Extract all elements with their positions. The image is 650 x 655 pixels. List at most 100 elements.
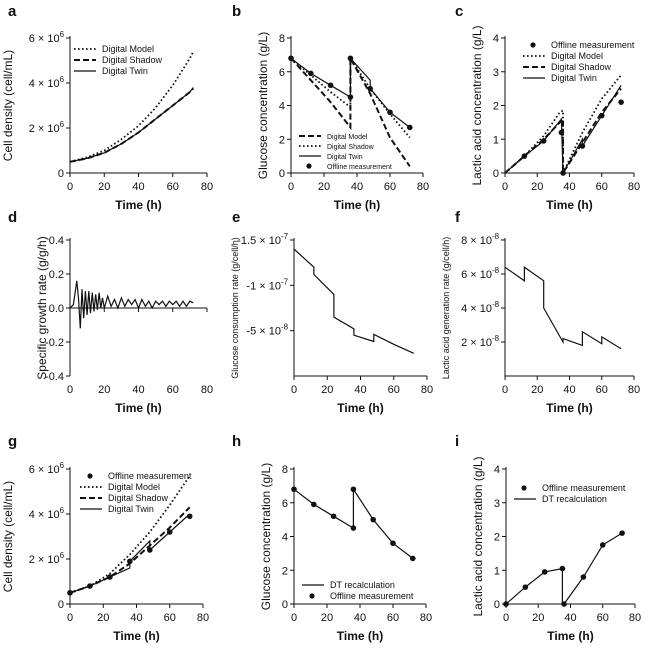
y-tick-label: 0 — [493, 168, 499, 180]
y-axis-label: Glucose consumption rate (g/cell/h) — [230, 237, 240, 379]
x-tick-label: 0 — [291, 612, 297, 624]
legend-label: Digital Shadow — [327, 144, 375, 151]
panel-b: b 0 20 40 60 80 0 2 4 6 8 Time (h) Glucose concentra… — [232, 3, 429, 212]
legend-label: Digital Shadow — [108, 493, 169, 503]
x-tick-label: 20 — [531, 384, 543, 396]
x-tick-label: 0 — [503, 612, 509, 624]
y-tick-label: 8 × 10-8 — [461, 232, 500, 247]
x-tick-label: 0 — [288, 181, 294, 193]
legend-label: Digital Model — [327, 134, 368, 141]
x-tick-label: 20 — [98, 384, 110, 396]
panel-f: f 0 20 40 60 80 2 × 10-8 4 × 10-8 6 × 10-8 8 × 10… — [441, 209, 640, 415]
series-line — [69, 513, 191, 594]
legend-marker — [521, 485, 527, 491]
y-tick-label: 2 × 106 — [29, 120, 65, 135]
panel-letter: e — [232, 209, 240, 226]
data-point — [327, 82, 334, 89]
y-tick-label: 0 — [58, 599, 64, 611]
y-tick-label: 0.4 — [49, 235, 64, 247]
x-axis-label: Time (h) — [115, 401, 161, 415]
x-tick-label: 60 — [597, 612, 609, 624]
y-tick-label: 1 — [494, 565, 500, 577]
y-tick-label: 0 — [279, 168, 285, 180]
series-line — [293, 487, 414, 559]
panel-g: g 0 20 40 60 80 0 2 × 106 4 × 106 6 × 106 Time (h)… — [1, 433, 209, 643]
y-tick-label: 2 — [493, 101, 499, 113]
y-tick-label: 0 — [58, 168, 64, 180]
y-tick-label: 2 — [282, 565, 288, 577]
y-tick-label: 6 × 106 — [29, 461, 65, 476]
legend-label: DT recalculation — [330, 580, 395, 590]
y-tick-label: 2 × 106 — [29, 551, 65, 566]
x-tick-label: 0 — [67, 181, 73, 193]
legend-label: Digital Twin — [327, 154, 363, 161]
data-point — [330, 513, 337, 520]
series-line — [69, 280, 194, 329]
x-axis-label: Time (h) — [113, 629, 159, 643]
y-tick-label: 0.2 — [49, 269, 64, 281]
y-axis-label: Specific growth rate (g/g/h) — [35, 236, 49, 379]
data-point — [410, 555, 416, 562]
x-axis-label: Time (h) — [546, 401, 592, 415]
x-tick-label: 40 — [354, 612, 366, 624]
y-tick-label: 1 — [493, 134, 499, 146]
y-tick-label: 3 — [494, 498, 500, 510]
panel-letter: b — [232, 3, 241, 20]
x-axis-label: Time (h) — [546, 198, 592, 212]
x-tick-label: 20 — [98, 181, 110, 193]
series-line — [504, 266, 622, 350]
x-tick-label: 0 — [291, 384, 297, 396]
legend-marker — [87, 473, 93, 479]
y-axis-label: Cell density (cell/mL) — [1, 50, 15, 161]
x-axis-label: Time (h) — [337, 401, 383, 415]
y-axis-label: Lactic acid concentration (g/L) — [471, 456, 485, 616]
legend-label: Offline measurement — [330, 591, 414, 601]
series-line — [69, 87, 194, 163]
y-tick-label: 2 × 10-8 — [461, 334, 500, 349]
legend-label: Offline measurement — [108, 471, 192, 481]
panel-i: i 0 20 40 60 80 0 1 2 3 4 Time (h) Lactic acid conce… — [455, 433, 641, 643]
x-tick-label: 80 — [629, 612, 641, 624]
y-tick-label: -1 × 10-7 — [246, 277, 288, 292]
x-tick-label: 60 — [388, 384, 400, 396]
x-tick-label: 80 — [197, 612, 209, 624]
x-tick-label: 0 — [502, 384, 508, 396]
x-tick-label: 0 — [67, 384, 73, 396]
data-point — [347, 94, 354, 100]
legend-label: Digital Shadow — [551, 62, 612, 72]
panel-letter: d — [8, 209, 17, 226]
x-tick-label: 20 — [531, 181, 543, 193]
x-axis-label: Time (h) — [337, 629, 383, 643]
panel-letter: a — [8, 3, 17, 20]
x-tick-label: 60 — [167, 384, 179, 396]
series-line — [504, 87, 622, 177]
data-point — [390, 540, 396, 547]
data-point — [350, 525, 357, 531]
y-axis-label: Lactic acid generation rate (g/cell/h) — [441, 237, 451, 380]
legend-label: Offline measurement — [551, 40, 635, 50]
x-tick-label: 0 — [67, 612, 73, 624]
panel-letter: h — [232, 433, 241, 450]
legend-label: Digital Model — [102, 44, 154, 54]
y-tick-label: 4 — [494, 464, 500, 476]
panel-c: c 0 20 40 60 80 0 1 2 3 4 Time (h) Lactic acid conce… — [455, 3, 640, 212]
y-tick-label: -5 × 10-8 — [246, 323, 288, 338]
data-point — [347, 55, 354, 62]
x-tick-label: 40 — [132, 384, 144, 396]
x-tick-label: 80 — [420, 612, 432, 624]
x-tick-label: 60 — [164, 612, 176, 624]
x-tick-label: 40 — [564, 612, 576, 624]
y-tick-label: -1.5 × 10-7 — [237, 232, 288, 247]
series-line — [69, 51, 195, 163]
legend-label: DT recalculation — [542, 494, 607, 504]
panel-a: a 0 20 40 60 80 0 2 × 106 4 × 106 6 × 106 Time (h)… — [1, 3, 213, 212]
data-point — [311, 501, 317, 508]
x-tick-label: 20 — [318, 181, 330, 193]
x-tick-label: 80 — [421, 384, 433, 396]
panel-letter: i — [455, 433, 459, 450]
y-axis-label: Lactic acid concentration (g/L) — [470, 25, 484, 185]
